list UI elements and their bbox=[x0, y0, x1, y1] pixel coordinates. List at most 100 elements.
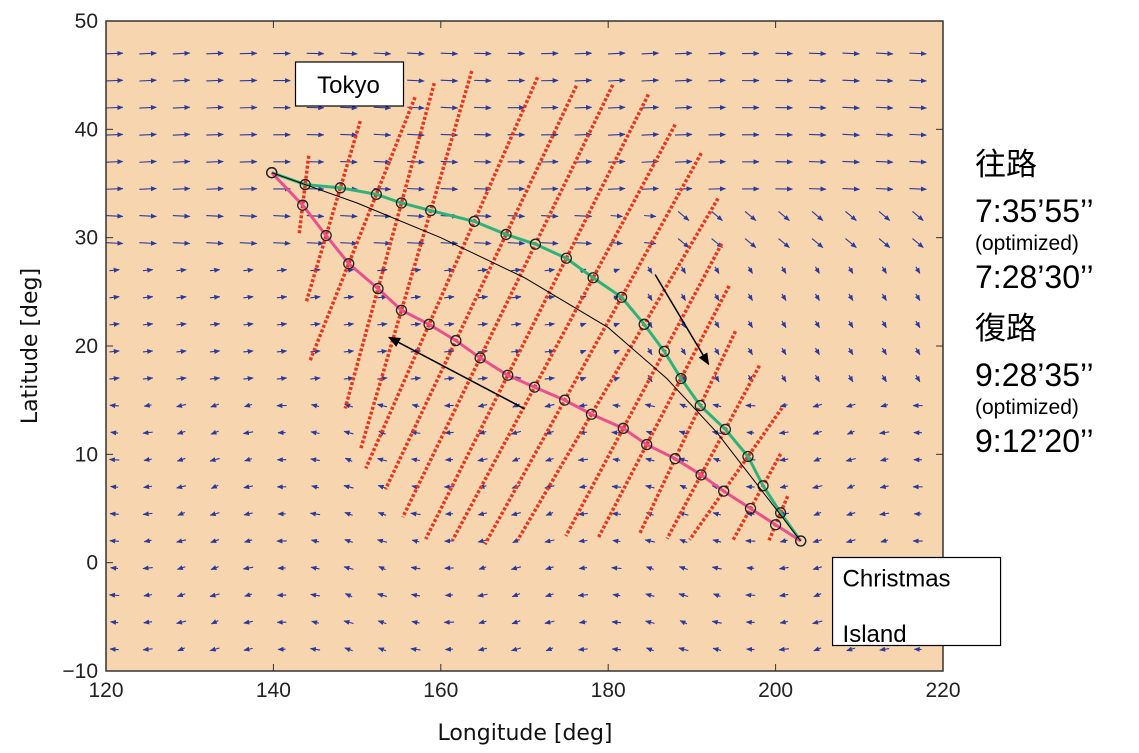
wind-arrow bbox=[645, 593, 655, 598]
wind-arrow bbox=[680, 293, 687, 302]
wind-arrow bbox=[310, 376, 321, 382]
wind-arrow bbox=[845, 457, 856, 463]
data-point bbox=[425, 204, 437, 217]
data-point bbox=[719, 423, 732, 436]
data-point bbox=[769, 519, 782, 531]
wind-arrow bbox=[210, 538, 220, 543]
wind-arrow bbox=[608, 132, 626, 138]
wind-arrow bbox=[847, 374, 854, 383]
wind-arrow bbox=[106, 213, 124, 219]
wind-arrow bbox=[143, 619, 153, 625]
wind-arrow bbox=[172, 132, 191, 138]
search-line bbox=[358, 70, 474, 451]
wind-arrow bbox=[176, 565, 186, 571]
wind-arrow bbox=[645, 484, 655, 490]
wind-arrow bbox=[344, 403, 353, 409]
series-line bbox=[271, 171, 802, 542]
wind-arrow bbox=[842, 159, 860, 165]
wind-arrow bbox=[110, 619, 119, 625]
wind-arrow bbox=[109, 348, 120, 354]
wind-arrow bbox=[808, 159, 827, 165]
wind-arrow bbox=[410, 376, 422, 382]
wind-arrow bbox=[310, 538, 320, 544]
wind-arrow bbox=[909, 132, 927, 138]
wind-arrow bbox=[808, 78, 827, 84]
wind-arrow bbox=[109, 267, 120, 273]
wind-arrow bbox=[778, 646, 789, 652]
wind-arrow bbox=[244, 402, 253, 408]
y-tick-label: 20 bbox=[75, 335, 98, 358]
wind-arrow bbox=[909, 51, 927, 57]
wind-arrow bbox=[239, 240, 258, 246]
wind-arrow bbox=[881, 347, 887, 356]
wind-arrow bbox=[544, 403, 555, 408]
wind-arrow bbox=[206, 240, 224, 246]
wind-arrow bbox=[310, 430, 320, 436]
wind-arrow bbox=[578, 538, 588, 544]
wind-arrow bbox=[340, 132, 358, 138]
wind-arrow bbox=[206, 105, 224, 111]
wind-arrow bbox=[344, 511, 353, 517]
data-point bbox=[370, 188, 383, 200]
wind-arrow bbox=[808, 105, 827, 111]
wind-arrow bbox=[747, 266, 753, 274]
search-line bbox=[401, 84, 615, 518]
wind-arrow bbox=[611, 619, 622, 625]
wind-arrow bbox=[176, 376, 187, 382]
series-line bbox=[270, 171, 802, 543]
wind-arrow bbox=[880, 456, 889, 462]
wind-arrow bbox=[875, 105, 894, 111]
wind-arrow bbox=[109, 538, 119, 544]
wind-arrow bbox=[545, 565, 554, 571]
wind-arrow bbox=[340, 213, 358, 219]
wind-arrow bbox=[847, 266, 854, 274]
wind-arrow bbox=[644, 403, 656, 409]
wind-arrow bbox=[812, 565, 822, 571]
wind-arrow bbox=[912, 238, 924, 249]
wind-arrow bbox=[675, 105, 693, 111]
wind-arrow bbox=[881, 293, 887, 302]
wind-arrow bbox=[712, 647, 722, 653]
wind-arrow bbox=[340, 51, 358, 57]
wind-arrow bbox=[243, 511, 253, 517]
wind-arrow bbox=[377, 457, 388, 463]
data-point bbox=[742, 450, 754, 463]
wind-arrow bbox=[744, 211, 757, 221]
wind-arrow bbox=[477, 376, 489, 382]
wind-arrow bbox=[647, 266, 653, 274]
wind-arrow bbox=[376, 403, 388, 409]
wind-arrow bbox=[206, 186, 224, 192]
wind-arrow bbox=[209, 267, 221, 273]
wind-arrow bbox=[814, 320, 820, 329]
wind-arrow bbox=[845, 402, 856, 408]
data-point bbox=[560, 252, 572, 264]
wind-arrow bbox=[340, 240, 358, 246]
wind-arrow bbox=[842, 186, 860, 192]
wind-arrow bbox=[845, 238, 857, 249]
wind-arrow bbox=[377, 647, 387, 653]
wind-arrow bbox=[878, 211, 891, 221]
data-point bbox=[585, 408, 598, 420]
search-line bbox=[688, 406, 784, 541]
wind-arrow bbox=[407, 132, 425, 138]
wind-arrow bbox=[242, 430, 254, 436]
wind-arrow bbox=[373, 105, 392, 111]
wind-arrow bbox=[574, 50, 593, 56]
wind-arrow bbox=[172, 105, 191, 111]
wind-arrow bbox=[675, 50, 693, 56]
wind-arrow bbox=[644, 538, 656, 544]
wind-arrow bbox=[545, 646, 554, 652]
wind-arrow bbox=[875, 51, 894, 57]
wind-arrow bbox=[779, 402, 788, 408]
wind-arrow bbox=[909, 78, 927, 84]
direction-arrow bbox=[388, 336, 525, 410]
wind-arrow bbox=[343, 484, 354, 490]
wind-arrow bbox=[243, 267, 254, 273]
wind-arrow bbox=[812, 484, 823, 490]
wind-arrow bbox=[714, 266, 720, 274]
wind-arrow bbox=[172, 159, 191, 165]
wind-arrow bbox=[206, 77, 224, 83]
data-point bbox=[658, 345, 670, 358]
wind-arrow bbox=[608, 186, 626, 192]
